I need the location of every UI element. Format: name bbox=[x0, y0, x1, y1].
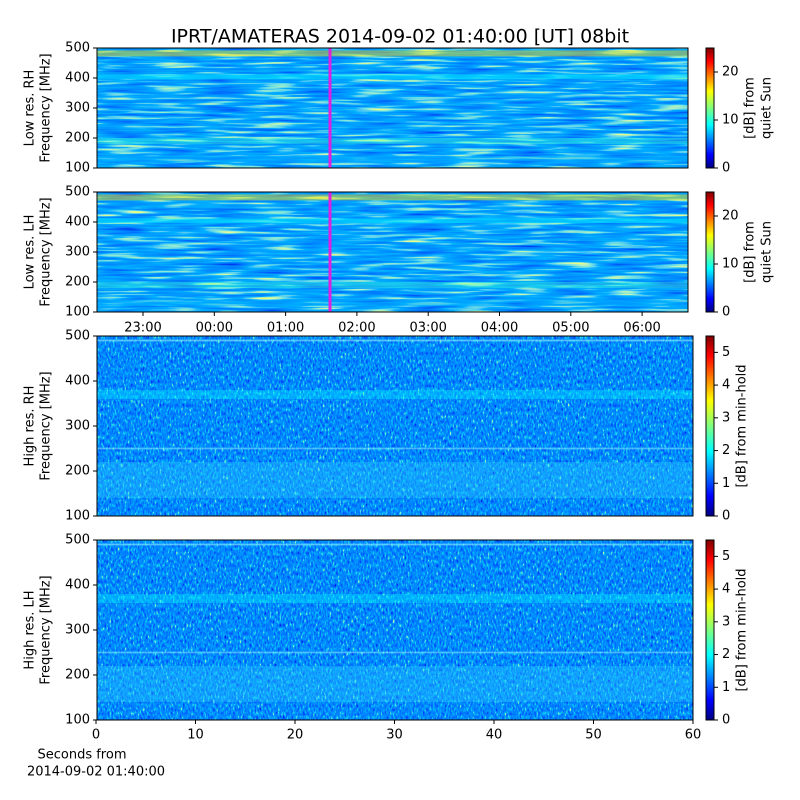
colorbar-label: [dB] from bbox=[743, 221, 758, 283]
spectrogram-image bbox=[97, 192, 688, 312]
colorbar-tick-label: 0 bbox=[722, 509, 730, 524]
spectrogram-band bbox=[97, 447, 693, 450]
colorbar bbox=[705, 191, 715, 313]
colorbar-tick-label: 0 bbox=[722, 161, 730, 176]
spectrogram-band bbox=[97, 50, 688, 57]
x-tick-label: 06:00 bbox=[623, 321, 660, 336]
colorbar-tick-label: 2 bbox=[722, 443, 730, 458]
chart-title: IPRT/AMATERAS 2014-09-02 01:40:00 [UT] 0… bbox=[171, 26, 629, 48]
colorbar-tick-label: 4 bbox=[722, 582, 730, 597]
y-axis-label: Low res. LH bbox=[23, 215, 38, 290]
y-tick-label: 100 bbox=[65, 305, 90, 320]
y-tick-label: 200 bbox=[65, 275, 90, 290]
x-tick-label: 10 bbox=[187, 728, 204, 743]
colorbar bbox=[705, 539, 715, 721]
y-tick-label: 500 bbox=[65, 41, 90, 56]
colorbar-label: quiet Sun bbox=[760, 77, 775, 139]
spectrogram-band bbox=[97, 74, 688, 80]
spectrogram-band bbox=[97, 339, 693, 342]
y-tick-label: 400 bbox=[65, 578, 90, 593]
colorbar-tick-label: 10 bbox=[722, 113, 739, 128]
colorbar bbox=[705, 47, 715, 169]
spectrogram-band bbox=[97, 651, 693, 654]
y-axis-label: Frequency [MHz] bbox=[39, 53, 54, 162]
colorbar-tick-label: 1 bbox=[722, 680, 730, 695]
y-tick-label: 300 bbox=[65, 245, 90, 260]
spectrogram-band bbox=[97, 300, 688, 306]
x-tick-label: 00:00 bbox=[196, 321, 233, 336]
colorbar-label: [dB] from min-hold bbox=[735, 568, 750, 691]
colorbar-tick-label: 5 bbox=[722, 549, 730, 564]
spectrogram-band bbox=[97, 156, 688, 162]
x-tick-label: 23:00 bbox=[124, 321, 161, 336]
time-marker bbox=[328, 48, 332, 168]
spectrogram-band bbox=[97, 390, 693, 399]
x-tick-label: 30 bbox=[386, 728, 403, 743]
spectrogram-band bbox=[97, 462, 693, 498]
y-tick-label: 100 bbox=[65, 509, 90, 524]
y-tick-label: 300 bbox=[65, 623, 90, 638]
spectrogram-band bbox=[97, 594, 693, 603]
y-tick-label: 300 bbox=[65, 419, 90, 434]
y-tick-label: 400 bbox=[65, 215, 90, 230]
x-tick-label: 05:00 bbox=[552, 321, 589, 336]
spectrogram-band bbox=[97, 218, 688, 224]
colorbar-tick-label: 1 bbox=[722, 476, 730, 491]
y-tick-label: 500 bbox=[65, 533, 90, 548]
y-tick-label: 100 bbox=[65, 161, 90, 176]
y-axis-label: Low res. RH bbox=[23, 70, 38, 147]
y-tick-label: 200 bbox=[65, 131, 90, 146]
colorbar-tick-label: 5 bbox=[722, 345, 730, 360]
x-axis-label: 2014-09-02 01:40:00 bbox=[27, 765, 165, 780]
y-axis-label: Frequency [MHz] bbox=[39, 371, 54, 480]
spectrogram-band bbox=[97, 543, 693, 546]
colorbar-label: [dB] from bbox=[743, 77, 758, 139]
colorbar-tick-label: 0 bbox=[722, 305, 730, 320]
spectrogram-band bbox=[97, 194, 688, 201]
y-tick-label: 200 bbox=[65, 668, 90, 683]
time-marker bbox=[328, 192, 332, 312]
colorbar-tick-label: 20 bbox=[722, 65, 739, 80]
colorbar-tick-label: 4 bbox=[722, 378, 730, 393]
spectrogram-band bbox=[97, 282, 688, 288]
spectrogram-image bbox=[97, 540, 693, 720]
x-tick-label: 60 bbox=[685, 728, 702, 743]
y-axis-label: High res. LH bbox=[23, 590, 38, 669]
colorbar-label: quiet Sun bbox=[760, 221, 775, 283]
colorbar-tick-label: 20 bbox=[722, 209, 739, 224]
x-tick-label: 0 bbox=[92, 728, 100, 743]
spectrogram-image bbox=[97, 48, 688, 168]
x-tick-label: 03:00 bbox=[409, 321, 446, 336]
y-tick-label: 400 bbox=[65, 374, 90, 389]
y-axis-label: Frequency [MHz] bbox=[39, 575, 54, 684]
y-tick-label: 400 bbox=[65, 71, 90, 86]
colorbar-tick-label: 3 bbox=[722, 614, 730, 629]
y-axis-label: High res. RH bbox=[23, 386, 38, 467]
spectrogram-band bbox=[97, 138, 688, 144]
colorbar-label: [dB] from min-hold bbox=[735, 364, 750, 487]
x-tick-label: 50 bbox=[585, 728, 602, 743]
y-tick-label: 100 bbox=[65, 713, 90, 728]
colorbar-tick-label: 3 bbox=[722, 410, 730, 425]
x-tick-label: 40 bbox=[486, 728, 503, 743]
colorbar-tick-label: 2 bbox=[722, 647, 730, 662]
colorbar bbox=[705, 335, 715, 517]
x-tick-label: 04:00 bbox=[481, 321, 518, 336]
y-tick-label: 500 bbox=[65, 185, 90, 200]
y-tick-label: 200 bbox=[65, 464, 90, 479]
x-tick-label: 02:00 bbox=[338, 321, 375, 336]
y-axis-label: Frequency [MHz] bbox=[39, 197, 54, 306]
spectrogram-band bbox=[97, 666, 693, 702]
spectrogram-image bbox=[97, 336, 693, 516]
x-tick-label: 20 bbox=[287, 728, 304, 743]
colorbar-tick-label: 10 bbox=[722, 257, 739, 272]
y-tick-label: 500 bbox=[65, 329, 90, 344]
colorbar-tick-label: 0 bbox=[722, 713, 730, 728]
y-tick-label: 300 bbox=[65, 101, 90, 116]
x-tick-label: 01:00 bbox=[267, 321, 304, 336]
x-axis-label: Seconds from bbox=[37, 748, 126, 763]
